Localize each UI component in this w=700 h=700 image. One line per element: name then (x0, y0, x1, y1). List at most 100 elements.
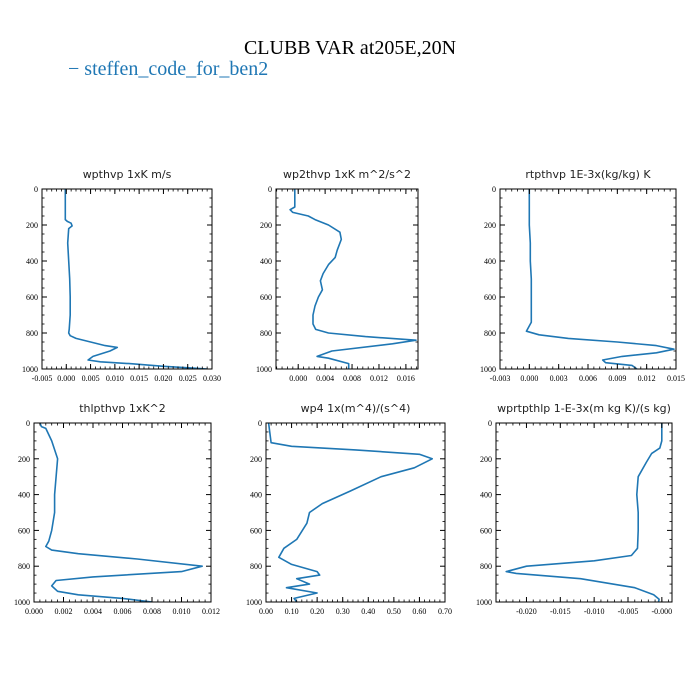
x-tick-label: 0.009 (608, 374, 626, 383)
x-tick-label: 0.40 (361, 607, 375, 616)
y-tick-label: 600 (26, 293, 38, 302)
panel-5: wp4 1x(m^4)/(s^4) 0.00 0.10 0.20 0.30 0.40 0.5… (246, 402, 452, 616)
x-tick-label: -0.020 (516, 607, 537, 616)
x-tick-label: 0.000 (520, 374, 538, 383)
plot-frame (41, 188, 213, 370)
y-tick-label: 0 (492, 185, 496, 194)
x-tick-label: 0.10 (285, 607, 299, 616)
x-tick-label: -0.015 (550, 607, 571, 616)
x-tick-label: 0.000 (25, 607, 43, 616)
panel-4: thlpthvp 1xK^2 0.000 0.002 0.004 0.006 0.008 0… (14, 402, 220, 616)
y-tick-label: 200 (484, 221, 496, 230)
panel-6: wprtpthlp 1-E-3x(m kg K)/(s kg) -0.020 -0.… (476, 402, 673, 616)
y-tick-label: 800 (26, 329, 38, 338)
plot-frame (275, 188, 419, 370)
x-tick-label: 0.004 (84, 607, 102, 616)
series-line (505, 423, 663, 602)
x-tick-label: -0.010 (584, 607, 605, 616)
y-tick-label: 0 (34, 185, 38, 194)
y-tick-label: 400 (260, 257, 272, 266)
panel-2: wp2thvp 1xK m^2/s^2 0.000 0.004 0.008 0.012 0… (256, 168, 419, 383)
panel-title: wp2thvp 1xK m^2/s^2 (283, 168, 411, 181)
x-tick-label: 0.012 (638, 374, 656, 383)
panel-3: rtpthvp 1E-3x(kg/kg) K -0.003 0.000 0.003 0.… (480, 168, 685, 383)
x-tick-label: 0.002 (55, 607, 73, 616)
x-tick-label: 0.030 (203, 374, 221, 383)
x-tick-label: 0.012 (202, 607, 220, 616)
x-tick-label: -0.003 (490, 374, 511, 383)
x-tick-label: 0.016 (397, 374, 415, 383)
y-tick-label: 400 (18, 491, 30, 500)
panel-title: wpthvp 1xK m/s (83, 168, 172, 181)
x-tick-label: 0.005 (82, 374, 100, 383)
x-tick-label: 0.004 (316, 374, 334, 383)
x-tick-label: 0.010 (106, 374, 124, 383)
x-tick-label: 0.60 (412, 607, 426, 616)
y-tick-label: 1000 (256, 365, 272, 374)
series-line (64, 189, 208, 369)
series-line (267, 423, 434, 602)
y-tick-label: 1000 (480, 365, 496, 374)
x-tick-label: 0.30 (336, 607, 350, 616)
y-tick-label: 400 (480, 491, 492, 500)
x-tick-label: -0.005 (32, 374, 53, 383)
y-tick-label: 1000 (22, 365, 38, 374)
x-tick-label: -0.005 (618, 607, 639, 616)
y-tick-label: 200 (18, 455, 30, 464)
panel-1: wpthvp 1xK m/s -0.005 0.000 0.005 0.010 0.015… (22, 168, 221, 383)
x-tick-label: 0.006 (114, 607, 132, 616)
series-line (39, 423, 203, 602)
panel-title: thlpthvp 1xK^2 (79, 402, 166, 415)
legend-entry-label: − steffen_code_for_ben2 (68, 58, 269, 80)
series-line (525, 189, 675, 369)
x-tick-label: 0.015 (130, 374, 148, 383)
x-tick-label: 0.008 (343, 374, 361, 383)
legend: − steffen_code_for_ben2 (68, 58, 268, 81)
x-tick-label: 0.006 (579, 374, 597, 383)
series-line (289, 189, 417, 369)
panel-title: rtpthvp 1E-3x(kg/kg) K (525, 168, 651, 181)
x-tick-label: 0.015 (667, 374, 685, 383)
x-tick-label: 0.70 (438, 607, 452, 616)
y-tick-label: 400 (250, 491, 262, 500)
y-tick-label: 600 (484, 293, 496, 302)
y-tick-label: 800 (260, 329, 272, 338)
y-tick-label: 400 (484, 257, 496, 266)
y-tick-label: 0 (26, 419, 30, 428)
x-tick-label: 0.50 (387, 607, 401, 616)
y-tick-label: 0 (258, 419, 262, 428)
page-title: CLUBB VAR at205E,20N (243, 37, 457, 59)
x-tick-label: 0.025 (179, 374, 197, 383)
y-tick-label: 1000 (14, 598, 30, 607)
y-tick-label: 800 (480, 562, 492, 571)
y-tick-label: 200 (480, 455, 492, 464)
y-tick-label: 0 (488, 419, 492, 428)
y-tick-label: 200 (26, 221, 38, 230)
y-tick-label: 800 (250, 562, 262, 571)
y-tick-label: 1000 (246, 598, 262, 607)
y-tick-label: 600 (18, 526, 30, 535)
plot-frame (495, 422, 673, 603)
x-tick-label: 0.012 (370, 374, 388, 383)
y-tick-label: 800 (484, 329, 496, 338)
panel-title: wprtpthlp 1-E-3x(m kg K)/(s kg) (497, 402, 671, 415)
y-tick-label: 400 (26, 257, 38, 266)
x-tick-label: 0.020 (154, 374, 172, 383)
y-tick-label: 200 (260, 221, 272, 230)
x-tick-label: 0.003 (550, 374, 568, 383)
y-tick-label: 600 (480, 526, 492, 535)
x-tick-label: 0.000 (289, 374, 307, 383)
x-tick-label: -0.000 (652, 607, 673, 616)
y-tick-label: 200 (250, 455, 262, 464)
x-tick-label: 0.010 (173, 607, 191, 616)
y-tick-label: 600 (250, 526, 262, 535)
y-tick-label: 0 (268, 185, 272, 194)
x-tick-label: 0.00 (259, 607, 273, 616)
y-tick-label: 1000 (476, 598, 492, 607)
x-tick-label: 0.008 (143, 607, 161, 616)
panel-title: wp4 1x(m^4)/(s^4) (301, 402, 411, 415)
y-tick-label: 800 (18, 562, 30, 571)
plot-frame (499, 188, 677, 370)
y-tick-label: 600 (260, 293, 272, 302)
